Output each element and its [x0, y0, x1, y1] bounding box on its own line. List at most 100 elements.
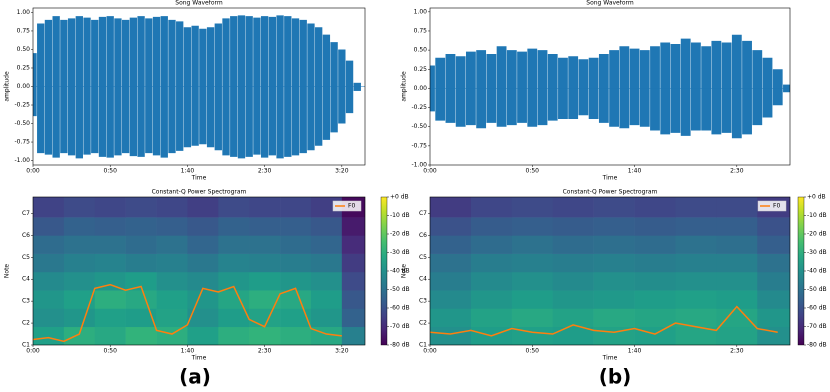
axes-frame: [32, 196, 366, 346]
x-tick-label: 1:40: [628, 348, 642, 355]
x-tick-label: 1:40: [181, 168, 195, 175]
heatmap-cell: [430, 235, 472, 254]
heatmap-cell: [125, 217, 157, 236]
y-tick-label: C3: [22, 298, 30, 305]
heatmap-cell: [249, 217, 281, 236]
heatmap-cell: [634, 217, 676, 236]
heatmap-cell: [511, 326, 554, 345]
heatmap-cell: [218, 253, 250, 273]
x-tick-label: 0:50: [526, 168, 540, 175]
heatmap-cell: [511, 235, 554, 254]
heatmap-cell: [156, 253, 188, 273]
heatmap-cell: [63, 308, 96, 328]
heatmap-cell: [634, 235, 676, 254]
x-tick-label: 0:50: [103, 348, 117, 355]
heatmap-cell: [511, 253, 554, 273]
heatmap-cell: [94, 197, 126, 218]
heatmap-cell: [552, 290, 594, 309]
y-tick-label: -0.25: [411, 104, 427, 111]
heatmap-cell: [125, 326, 157, 345]
y-tick-label: C4: [419, 276, 427, 283]
heatmap-cell: [63, 253, 96, 273]
x-tick-label: 1:40: [628, 168, 642, 175]
heatmap-cell: [187, 326, 219, 345]
heatmap-cell: [156, 217, 188, 236]
heatmap-cell: [33, 217, 65, 236]
x-tick-label: 0:50: [526, 348, 540, 355]
heatmap-cell: [511, 197, 554, 218]
heatmap-cell: [125, 235, 157, 254]
heatmap-cell: [63, 217, 96, 236]
colorbar-tick-label: -80 dB: [807, 342, 827, 349]
heatmap-cell: [310, 271, 343, 291]
heatmap-cell: [310, 217, 343, 236]
colorbar-tick-label: +0 dB: [390, 194, 409, 201]
heatmap-cell: [716, 197, 758, 218]
heatmap-cell: [430, 197, 472, 218]
heatmap-cell: [63, 197, 96, 218]
x-tick-label: 2:30: [730, 168, 744, 175]
heatmap-cell: [63, 271, 96, 291]
heatmap-cell: [552, 235, 594, 254]
heatmap-cell: [249, 271, 281, 291]
heatmap-cell: [249, 253, 281, 273]
y-tick-label: -0.75: [411, 142, 427, 149]
colorbar: [380, 196, 388, 346]
colorbar-tick-label: -50 dB: [807, 286, 827, 293]
heatmap-cell: [470, 271, 513, 291]
heatmap-cell: [187, 290, 219, 309]
heatmap-cell: [125, 308, 157, 328]
x-tick-label: 3:20: [335, 168, 349, 175]
heatmap-cell: [511, 217, 554, 236]
y-axis-label: Note: [4, 264, 11, 279]
y-tick-label: C6: [419, 232, 427, 239]
y-tick-label: C3: [419, 298, 427, 305]
legend-label: F0: [773, 203, 780, 210]
heatmap-cell: [675, 326, 717, 345]
heatmap-cell: [716, 290, 758, 309]
y-tick-label: C5: [22, 254, 30, 261]
heatmap-cell: [341, 290, 365, 309]
heatmap-cell: [249, 235, 281, 254]
heatmap-cell: [33, 290, 65, 309]
heatmap-cell: [156, 197, 188, 218]
heatmap-cell: [470, 290, 513, 309]
colorbar-tick-label: -60 dB: [807, 305, 827, 312]
heatmap-cell: [249, 308, 281, 328]
f0-line: [430, 305, 778, 337]
y-tick-label: C2: [22, 320, 30, 327]
heatmap-cell: [218, 326, 250, 345]
heatmap-cell: [63, 326, 96, 345]
x-tick-label: 0:00: [423, 168, 437, 175]
heatmap-cell: [249, 197, 281, 218]
x-axis-label: Time: [602, 175, 618, 182]
heatmap-cell: [430, 326, 472, 345]
heatmap-cell: [716, 235, 758, 254]
heatmap-cell: [218, 308, 250, 328]
heatmap-cell: [552, 217, 594, 236]
heatmap-cell: [757, 290, 790, 309]
heatmap-cell: [310, 253, 343, 273]
colorbar-tick-label: -10 dB: [807, 212, 827, 219]
heatmap-cell: [716, 253, 758, 273]
colorbar-tick-label: +0 dB: [807, 194, 826, 201]
heatmap-cell: [156, 290, 188, 309]
x-tick-label: 3:20: [335, 348, 349, 355]
colorbar-tick-label: -20 dB: [390, 231, 410, 238]
heatmap-cell: [593, 217, 635, 236]
x-tick-label: 0:50: [103, 168, 117, 175]
y-axis-label: Note: [401, 264, 408, 279]
x-axis-label: Time: [602, 355, 618, 362]
heatmap-cell: [33, 235, 65, 254]
heatmap-cell: [187, 217, 219, 236]
heatmap-cell: [94, 235, 126, 254]
heatmap-cell: [94, 308, 126, 328]
heatmap-cell: [552, 271, 594, 291]
legend-box: [332, 200, 362, 212]
heatmap-cell: [310, 235, 343, 254]
y-tick-label: C1: [22, 342, 30, 349]
heatmap-cell: [187, 235, 219, 254]
heatmap-cell: [187, 253, 219, 273]
heatmap-cell: [716, 217, 758, 236]
y-tick-label: C5: [419, 254, 427, 261]
